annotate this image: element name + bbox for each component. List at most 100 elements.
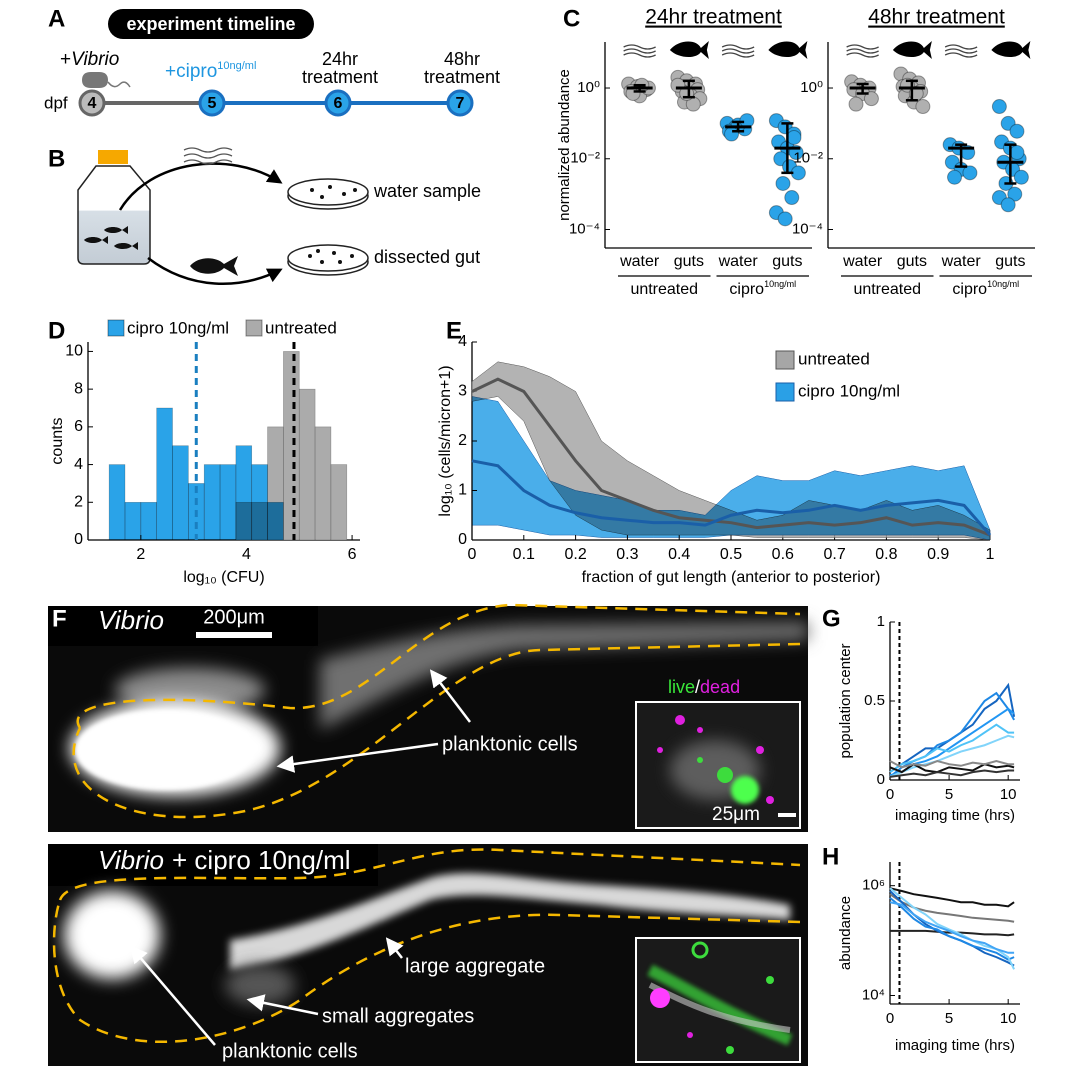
dpf-label: dpf <box>44 93 68 112</box>
treatment-label: 24hr <box>322 49 358 69</box>
y-tick-label: 0 <box>877 771 885 788</box>
y-tick-label: 2 <box>74 494 83 511</box>
x-tick-label: 0 <box>886 786 894 803</box>
y-tick-label: 10⁶ <box>862 877 885 894</box>
series-line <box>889 723 1015 773</box>
x-tick-label: 0.5 <box>720 546 742 563</box>
y-tick-label: 0.5 <box>864 692 885 709</box>
bacterium <box>82 72 108 88</box>
x-tick-label: 0.7 <box>823 546 845 563</box>
annotation: large aggregate <box>405 955 545 977</box>
fish-icon <box>892 41 932 59</box>
group-name: cipro <box>729 281 764 298</box>
arrow <box>118 162 283 211</box>
series-line <box>889 769 1015 778</box>
x-tick-label: 10 <box>1000 786 1017 803</box>
scale-label: 200μm <box>203 606 265 628</box>
stain-slash: / <box>695 677 700 697</box>
colonies <box>310 185 357 199</box>
day-node <box>324 89 352 117</box>
x-tick-label: 0.8 <box>875 546 897 563</box>
fish-icon <box>768 41 808 59</box>
petri-dish <box>287 178 369 206</box>
y-tick-label: 10 <box>65 343 83 360</box>
y-tick-label: 10⁻² <box>793 150 823 167</box>
y-tick-label: 10⁴ <box>862 986 885 1003</box>
sampling-diagram: water sample dissected gut <box>77 147 481 285</box>
day-node <box>198 89 226 117</box>
panel-label: D <box>48 317 65 344</box>
annotation: small aggregates <box>322 1005 474 1027</box>
series-line <box>889 887 1015 908</box>
y-axis-label: abundance <box>837 896 854 970</box>
group-name: cipro <box>952 281 987 298</box>
timeline: experiment timeline +Vibrio dpf 4 5 6 7 … <box>44 9 500 117</box>
inset-scale-label: 25μm <box>712 804 760 825</box>
arrow <box>129 945 216 1046</box>
category-label: guts <box>772 253 802 270</box>
fish-icon <box>190 256 238 276</box>
gut-outline <box>58 848 801 901</box>
cipro-dose: 10ng/ml <box>217 60 256 72</box>
image-tile <box>48 844 378 886</box>
day-number: 7 <box>456 95 465 112</box>
y-tick-label: 10⁻² <box>570 150 600 167</box>
micrograph-bottom: Vibrio + cipro 10ng/ml large aggregate sm… <box>48 844 808 1066</box>
x-tick-label: 0.1 <box>513 546 535 563</box>
group-label: untreated <box>853 281 921 298</box>
microbe-label: +Vibrio <box>60 49 119 70</box>
legend-swatch <box>107 319 125 337</box>
data-point <box>1009 123 1025 139</box>
x-axis-label: imaging time (hrs) <box>895 807 1015 824</box>
inset-signal <box>657 715 774 804</box>
water-icon <box>183 147 233 165</box>
y-axis-label: log₁₀ (cells/micron+1) <box>437 365 454 516</box>
x-tick-label: 0.2 <box>564 546 586 563</box>
category-label: water <box>941 253 982 270</box>
day-node <box>446 89 474 117</box>
group-name: untreated <box>630 281 698 298</box>
sample-label: dissected gut <box>374 247 480 267</box>
legend-label: cipro 10ng/ml <box>798 381 900 400</box>
y-tick-label: 4 <box>458 333 467 350</box>
petri-dish <box>287 244 369 272</box>
histogram-bar <box>283 351 300 541</box>
gut-outline <box>52 899 801 1044</box>
arrow <box>276 742 439 773</box>
chart-title: 24hr treatment <box>645 6 782 29</box>
data-point <box>1007 186 1023 202</box>
x-axis-label: imaging time (hrs) <box>895 1037 1015 1054</box>
y-tick-label: 3 <box>458 383 467 400</box>
day-number: 4 <box>88 95 97 112</box>
x-tick-label: 0.9 <box>927 546 949 563</box>
stain-label: live/dead <box>668 677 740 697</box>
category-label: guts <box>674 253 704 270</box>
data-point <box>947 169 963 185</box>
data-point <box>625 85 641 101</box>
y-tick-label: 1 <box>458 482 467 499</box>
bottle <box>77 165 151 265</box>
histogram-bar <box>124 501 142 541</box>
day-node <box>78 89 106 117</box>
arrow <box>429 669 471 723</box>
panel-label: B <box>48 145 65 172</box>
fish-icon <box>669 41 709 59</box>
y-tick-label: 10⁰ <box>577 79 600 96</box>
y-tick-label: 0 <box>74 531 83 548</box>
x-tick-label: 0 <box>886 1010 894 1027</box>
data-point <box>915 99 931 115</box>
annotation: planktonic cells <box>442 733 578 755</box>
data-point <box>1000 197 1016 213</box>
histogram-bar <box>267 501 284 541</box>
day-number: 5 <box>208 95 217 112</box>
treatment-label: 48hr <box>444 49 480 69</box>
data-point <box>1009 145 1025 161</box>
y-tick-label: 10⁻⁴ <box>792 220 823 237</box>
histogram-bar <box>156 407 173 541</box>
series-line <box>889 682 1016 773</box>
y-tick-label: 10⁰ <box>800 79 823 96</box>
small-aggregates <box>225 965 295 1005</box>
y-axis-label: counts <box>49 417 66 464</box>
group-label: untreated <box>630 281 698 298</box>
